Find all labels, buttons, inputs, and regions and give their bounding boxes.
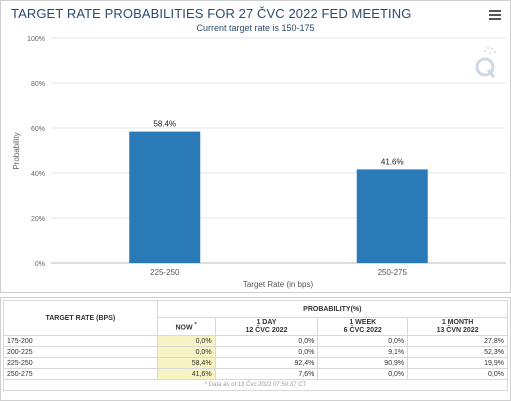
chart-subtitle: Current target rate is 150-175 [196, 23, 315, 33]
q-logo-icon [473, 45, 499, 86]
one-month-date: 13 ČVN 2022 [436, 326, 479, 334]
table-row: 200-225 0,0% 0,0% 9,1% 52,3% [3, 346, 508, 358]
bar [129, 131, 201, 263]
rate-cell: 175-200 [3, 335, 158, 347]
day-cell: 0,0% [214, 346, 319, 358]
data-timestamp-footnote: * Data as of 13 Čvc 2022 07:50:37 CT [3, 379, 508, 391]
rate-cell: 250-275 [3, 368, 158, 380]
now-cell: 0,0% [156, 346, 216, 358]
now-column-header: NOW * [156, 317, 216, 336]
y-tick-label: 100% [27, 36, 45, 43]
probability-table-panel: TARGET RATE (BPS) PROBABILITY(%) NOW * 1… [0, 297, 511, 401]
y-tick-label: 40% [31, 171, 45, 178]
hamburger-menu-icon[interactable] [489, 10, 501, 21]
day-cell: 92,4% [214, 357, 319, 369]
y-tick-label: 60% [31, 126, 45, 133]
one-week-label: 1 WEEK [349, 318, 377, 326]
chart-bars: 58.4% 41.6% [129, 120, 428, 263]
one-day-label: 1 DAY [256, 318, 277, 326]
week-cell: 9,1% [317, 346, 409, 358]
one-week-date: 6 ČVC 2022 [343, 326, 382, 334]
x-tick-label: 225-250 [150, 268, 180, 277]
bar-chart: 0% 20% 40% 60% 80% 100% 58.4% 41.6% 225-250 250… [12, 36, 506, 289]
one-month-label: 1 MONTH [441, 318, 474, 326]
week-cell: 0,0% [317, 368, 409, 380]
target-rate-column-header: TARGET RATE (BPS) [3, 300, 158, 336]
table-row: 250-275 41,6% 7,6% 0,0% 0,0% [3, 368, 508, 380]
probability-group-header: PROBABILITY(%) [156, 300, 509, 318]
y-tick-label: 80% [31, 81, 45, 88]
month-cell: 27,8% [407, 335, 508, 347]
rate-cell: 225-250 [3, 357, 158, 369]
bar-data-label: 58.4% [153, 120, 176, 129]
probability-table: TARGET RATE (BPS) PROBABILITY(%) NOW * 1… [3, 300, 509, 391]
chart-title: TARGET RATE PROBABILITIES FOR 27 ČVC 202… [11, 6, 412, 21]
y-tick-label: 20% [31, 216, 45, 223]
one-day-column-header: 1 DAY 12 ČVC 2022 [214, 317, 319, 336]
day-cell: 7,6% [214, 368, 319, 380]
day-cell: 0,0% [214, 335, 319, 347]
chart-gridlines [51, 37, 506, 264]
x-axis-ticks: 225-250 250-275 [150, 268, 407, 277]
rate-cell: 200-225 [3, 346, 158, 358]
month-cell: 19,9% [407, 357, 508, 369]
one-month-column-header: 1 MONTH 13 ČVN 2022 [407, 317, 508, 336]
table-row: 175-200 0,0% 0,0% 0,0% 27,8% [3, 335, 508, 347]
now-cell: 0,0% [156, 335, 216, 347]
month-cell: 52,3% [407, 346, 508, 358]
footnote-row: * Data as of 13 Čvc 2022 07:50:37 CT [3, 379, 508, 391]
now-cell: 58,4% [156, 357, 216, 369]
bar-data-label: 41.6% [381, 157, 404, 166]
now-label: NOW [175, 324, 193, 332]
x-tick-label: 250-275 [378, 268, 408, 277]
y-axis-label: Probability [12, 132, 21, 169]
now-cell: 41,6% [156, 368, 216, 380]
y-tick-label: 0% [35, 261, 45, 268]
one-day-date: 12 ČVC 2022 [245, 326, 288, 334]
now-footnote-marker: * [194, 321, 197, 328]
week-cell: 90,9% [317, 357, 409, 369]
one-week-column-header: 1 WEEK 6 ČVC 2022 [317, 317, 409, 336]
bar [356, 169, 428, 263]
week-cell: 0,0% [317, 335, 409, 347]
x-axis-label: Target Rate (in bps) [243, 280, 314, 289]
month-cell: 0,0% [407, 368, 508, 380]
table-row: 225-250 58,4% 92,4% 90,9% 19,9% [3, 357, 508, 369]
y-axis-ticks: 0% 20% 40% 60% 80% 100% [27, 36, 45, 268]
chart-panel: 0% 20% 40% 60% 80% 100% 58.4% 41.6% 225-250 250… [0, 0, 511, 293]
